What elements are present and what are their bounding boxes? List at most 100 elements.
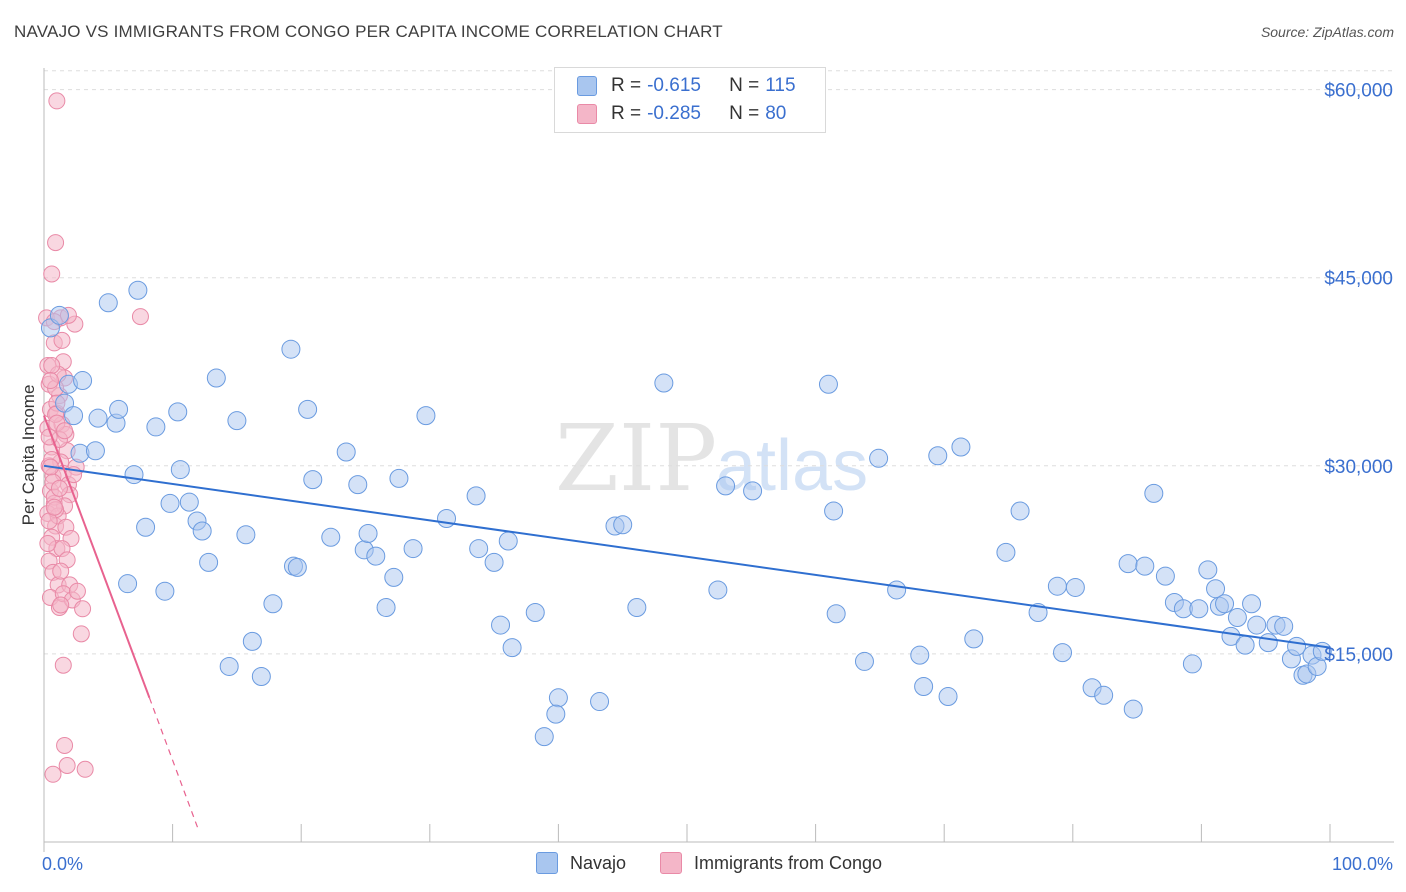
navajo-point <box>358 524 378 544</box>
r-label: R = <box>611 75 642 96</box>
navajo-point <box>590 692 610 712</box>
congo-point <box>48 92 66 110</box>
navajo-point <box>818 374 838 394</box>
navajo-point <box>168 402 188 422</box>
legend-label-navajo: Navajo <box>570 852 627 873</box>
navajo-point <box>824 501 844 521</box>
congo-point <box>56 422 74 440</box>
navajo-point <box>1242 594 1262 614</box>
navajo-legend-swatch <box>536 852 558 874</box>
navajo-trend-line <box>43 464 1331 649</box>
navajo-point <box>1189 599 1209 619</box>
navajo-point <box>348 475 368 495</box>
y-tick-label: $30,000 <box>1324 457 1393 478</box>
navajo-point <box>1215 594 1235 614</box>
congo-point <box>56 736 74 754</box>
navajo-point <box>484 552 504 572</box>
navajo-point <box>1221 626 1241 646</box>
navajo-point <box>996 542 1016 562</box>
navajo-point <box>548 688 568 708</box>
navajo-point <box>826 604 846 624</box>
trend-lines <box>43 415 1331 830</box>
navajo-point <box>466 486 486 506</box>
congo-trend-line <box>43 415 151 699</box>
navajo-point <box>366 546 386 566</box>
r-label: R = <box>611 103 642 124</box>
navajo-point <box>469 539 489 559</box>
correlation-legend: R = -0.615 N = 115 R = -0.285 N = 80 <box>554 67 826 133</box>
source-label: Source: ZipAtlas.com <box>1260 24 1394 40</box>
congo-series <box>38 92 149 783</box>
navajo-point <box>1155 566 1175 586</box>
congo-point <box>76 760 94 778</box>
legend-label-congo: Immigrants from Congo <box>694 852 883 873</box>
navajo-point <box>251 666 271 686</box>
legend-item-congo: Immigrants from Congo <box>660 852 882 874</box>
navajo-point <box>1198 560 1218 580</box>
navajo-point <box>534 727 554 747</box>
navajo-point <box>546 704 566 724</box>
navajo-point <box>914 677 934 697</box>
navajo-point <box>88 408 108 428</box>
congo-legend-swatch <box>660 852 682 874</box>
navajo-point <box>1053 643 1073 663</box>
congo-point <box>72 625 90 643</box>
navajo-point <box>160 493 180 513</box>
navajo-point <box>389 468 409 488</box>
navajo-point <box>498 531 518 551</box>
n-value: 80 <box>765 103 787 124</box>
navajo-point <box>951 437 971 457</box>
navajo-point <box>654 373 674 393</box>
r-value: -0.285 <box>647 103 701 124</box>
navajo-point <box>1123 699 1143 719</box>
navajo-point <box>437 508 457 528</box>
navajo-point <box>716 476 736 496</box>
navajo-point <box>938 687 958 707</box>
navajo-point <box>236 525 256 545</box>
watermark-zip: ZIP <box>555 405 717 512</box>
navajo-point <box>136 517 156 537</box>
congo-point <box>53 331 71 349</box>
navajo-point <box>502 638 522 658</box>
congo-point <box>43 265 61 283</box>
navajo-point <box>281 339 301 359</box>
navajo-point <box>242 631 262 651</box>
navajo-point <box>743 481 763 501</box>
navajo-point <box>1258 633 1278 653</box>
navajo-swatch <box>577 76 597 96</box>
navajo-point <box>613 515 633 535</box>
navajo-point <box>336 442 356 462</box>
r-value: -0.615 <box>647 75 701 96</box>
y-tick-label: $45,000 <box>1324 269 1393 290</box>
grid-lines <box>44 70 1394 655</box>
congo-point <box>54 656 72 674</box>
navajo-point <box>303 470 323 490</box>
congo-point <box>74 600 92 618</box>
navajo-point <box>146 417 166 437</box>
navajo-point <box>64 406 84 426</box>
navajo-point <box>854 651 874 671</box>
navajo-point <box>1135 556 1155 576</box>
navajo-point <box>170 460 190 480</box>
navajo-point <box>910 645 930 665</box>
legend-row-navajo: R = -0.615 N = 115 <box>577 74 814 98</box>
congo-point <box>44 765 62 783</box>
navajo-point <box>1065 577 1085 597</box>
navajo-point <box>321 527 341 547</box>
navajo-point <box>1094 685 1114 705</box>
navajo-point <box>287 557 307 577</box>
navajo-point <box>98 293 118 313</box>
chart-title: NAVAJO VS IMMIGRANTS FROM CONGO PER CAPI… <box>14 22 723 41</box>
navajo-point <box>73 371 93 391</box>
navajo-point <box>1028 603 1048 623</box>
navajo-point <box>179 492 199 512</box>
series-legend: Navajo Immigrants from Congo <box>0 852 1406 878</box>
navajo-point <box>206 368 226 388</box>
navajo-point <box>298 399 318 419</box>
navajo-point <box>109 399 129 419</box>
navajo-point <box>1144 483 1164 503</box>
legend-item-navajo: Navajo <box>536 852 626 874</box>
navajo-point <box>964 629 984 649</box>
navajo-point <box>627 598 647 618</box>
